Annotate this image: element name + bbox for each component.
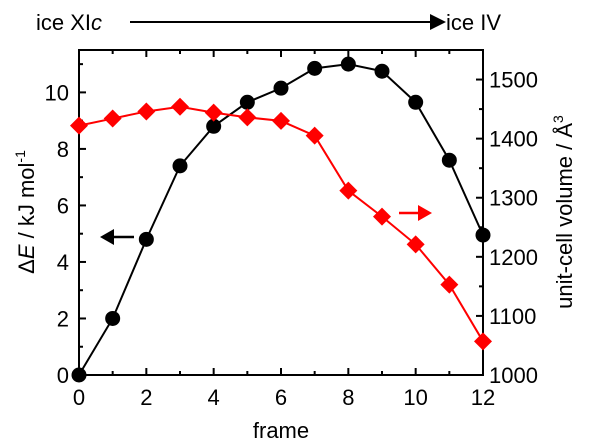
right-axis-arrow: [399, 205, 432, 221]
y-right-tick-label: 1200: [489, 245, 538, 270]
y-left-tick-label: 10: [45, 80, 69, 105]
y-left-tick-label: 0: [57, 363, 69, 388]
volume-point: [373, 207, 391, 226]
volume-point: [272, 111, 290, 130]
y-right-tick-label: 1100: [489, 304, 536, 329]
y-right-tick-label: 1500: [489, 68, 538, 93]
top-annotation-end: ice IV: [446, 10, 501, 35]
volume-point: [474, 332, 492, 351]
volume-point: [440, 275, 459, 294]
x-tick-label: 0: [73, 385, 85, 410]
top-annotation-arrowhead: [430, 14, 446, 30]
energy-point: [441, 152, 457, 168]
x-tick-label: 10: [403, 385, 427, 410]
x-tick-label: 12: [471, 385, 495, 410]
energy-point: [340, 56, 356, 72]
y-left-tick-label: 8: [57, 137, 69, 162]
energy-point: [105, 310, 121, 326]
energy-point: [239, 94, 255, 110]
volume-point: [103, 109, 122, 128]
top-annotation-start: ice XIc: [36, 10, 102, 35]
series-line-right: [78, 105, 484, 342]
energy-point: [138, 231, 154, 247]
energy-point: [172, 158, 188, 174]
y-right-tick-label: 1400: [489, 127, 538, 152]
energy-point: [408, 94, 424, 110]
y-axis-label-right: unit-cell volume / Å3: [550, 115, 577, 309]
volume-point: [70, 116, 88, 135]
volume-point: [339, 181, 358, 200]
energy-point: [273, 80, 289, 96]
energy-point: [475, 227, 491, 243]
x-tick-label: 8: [342, 385, 354, 410]
y-left-tick-label: 6: [57, 193, 69, 218]
y-left-tick-label: 2: [57, 306, 69, 331]
energy-point: [71, 367, 87, 383]
right-axis-arrowhead: [418, 205, 432, 221]
volume-point: [305, 126, 324, 145]
volume-point: [137, 102, 156, 121]
x-tick-label: 2: [140, 385, 152, 410]
x-tick-label: 6: [275, 385, 287, 410]
volume-point: [171, 97, 189, 116]
y-left-tick-label: 4: [57, 250, 69, 275]
volume-point: [406, 235, 425, 254]
volume-point: [238, 108, 257, 127]
y-right-tick-label: 1000: [489, 363, 538, 388]
left-axis-arrowhead: [100, 229, 114, 245]
y-right-tick-label: 1300: [489, 186, 538, 211]
volume-point: [204, 103, 223, 122]
x-axis-label: frame: [253, 418, 309, 441]
energy-point: [307, 60, 323, 76]
energy-point: [206, 118, 222, 134]
x-tick-label: 4: [208, 385, 220, 410]
energy-point: [374, 63, 390, 79]
left-axis-arrow: [100, 229, 134, 245]
y-axis-label-left: ΔE / kJ mol-1: [12, 150, 39, 274]
